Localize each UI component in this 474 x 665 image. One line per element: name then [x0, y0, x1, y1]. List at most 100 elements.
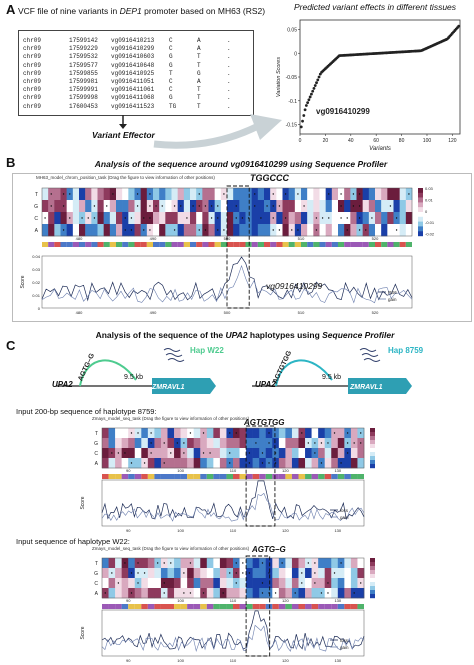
seq-strip-cell: [115, 604, 122, 609]
heat-cell: [285, 428, 293, 439]
heat-cell: [154, 568, 162, 579]
heat-dot: [260, 217, 262, 219]
seq-strip-cell: [319, 242, 326, 247]
heat-cell: [337, 448, 345, 459]
heat-dot: [93, 217, 96, 219]
heat-cell: [213, 428, 221, 439]
vcf-cell: 17599532: [69, 53, 98, 61]
seq-strip-cell: [54, 242, 61, 247]
upa2-label-1: UPA2: [52, 380, 73, 389]
gain-line: [101, 492, 365, 522]
heat-cell: [331, 458, 339, 469]
heat-dot: [217, 205, 219, 207]
heat-dot: [371, 217, 373, 219]
panel-c-title-pre: Analysis of the sequence of the: [95, 330, 226, 340]
heat-dot: [202, 452, 205, 454]
heat-cell: [193, 558, 201, 569]
heat-dot: [353, 592, 355, 594]
heat-dot: [229, 432, 231, 434]
heat-cell: [313, 200, 320, 213]
heat-dot: [268, 462, 270, 464]
heat-cell: [387, 212, 394, 225]
legend-cell: [370, 570, 375, 575]
vcf-cell: .: [227, 78, 231, 85]
heat-cell: [121, 428, 129, 439]
heat-dot: [130, 592, 133, 594]
heat-dot: [340, 217, 342, 219]
heat-cell: [285, 568, 293, 579]
heat-dot: [297, 193, 299, 195]
heat-dot: [163, 462, 165, 464]
heat-dot: [183, 452, 185, 454]
scatter-point: [303, 108, 307, 112]
vcf-cell: .: [227, 45, 231, 53]
vcf-cell: .: [227, 37, 231, 44]
heat-cell: [375, 224, 382, 237]
heat-dot: [44, 217, 46, 219]
heat-cell: [140, 188, 148, 201]
zmravl1-label-1: ZMRAVL1: [152, 384, 185, 391]
y-tick-label: -0.15: [286, 123, 298, 129]
wave-icon: [363, 358, 381, 362]
seq-strip-cell: [324, 474, 332, 479]
seq-strip-cell: [251, 242, 258, 247]
heat-cell: [54, 188, 61, 201]
scatter-point: [304, 104, 308, 107]
heat-cell: [220, 200, 228, 213]
line-x-tick: 520: [372, 310, 379, 315]
scatter-point: [313, 84, 317, 87]
panel-c-title: Analysis of the sequence of the UPA2 hap…: [30, 330, 460, 340]
heat-dot: [255, 442, 257, 444]
heat-dot: [210, 217, 213, 219]
heat-dot: [111, 572, 113, 574]
heat-cell: [405, 224, 413, 237]
heat-cell: [54, 224, 61, 237]
down-arrow-icon: [119, 115, 127, 129]
score-axis-label: Score: [80, 496, 86, 509]
line-y-tick: 0.02: [32, 280, 41, 285]
heat-dot: [189, 432, 192, 434]
heat-dot: [192, 205, 194, 207]
heat-cell: [331, 588, 339, 599]
heat-cell: [259, 438, 267, 449]
heat-dot: [161, 205, 163, 207]
scatter-point: [317, 75, 321, 79]
row-label: T: [35, 192, 38, 198]
heat-dot: [358, 217, 361, 219]
scatter-point: [306, 101, 310, 105]
heat-cell: [307, 224, 314, 237]
seq-strip-cell: [121, 604, 129, 609]
heat-frame: [41, 187, 413, 237]
heat-dot: [242, 572, 244, 574]
heat-dot: [183, 572, 185, 574]
heat-cell: [187, 448, 194, 459]
heat-cell: [121, 588, 129, 599]
heat-cell: [153, 212, 160, 225]
heat-cell: [239, 224, 246, 237]
heat-cell: [102, 558, 109, 569]
heat-cell: [190, 188, 197, 201]
heat-dot: [353, 442, 355, 444]
heat-cell: [325, 200, 333, 213]
seq-strip-cell: [311, 604, 319, 609]
line-x-tick: 110: [230, 528, 237, 532]
panel-b-callout: vg0916410299: [266, 281, 323, 291]
seq-strip-cell: [393, 242, 400, 247]
seq-strip-cell: [362, 242, 369, 247]
heat-cell: [291, 438, 299, 449]
heat-cell: [252, 428, 260, 439]
heat-cell: [54, 200, 61, 213]
heat-dot: [307, 442, 310, 444]
vcf-cell: 17599229: [69, 45, 98, 53]
heat-cell: [213, 568, 221, 579]
seq-strip-cell: [285, 474, 292, 479]
heat-dot: [307, 562, 310, 564]
vcf-cell: vg0916410299: [111, 45, 155, 53]
seq-strip-cell: [350, 242, 357, 247]
heat-cell: [246, 588, 253, 599]
heat-cell: [159, 224, 166, 237]
heat-dot: [173, 205, 176, 207]
heat-cell: [265, 558, 273, 569]
x-tick-label: 0: [299, 138, 302, 144]
scatter-point: [312, 87, 316, 90]
